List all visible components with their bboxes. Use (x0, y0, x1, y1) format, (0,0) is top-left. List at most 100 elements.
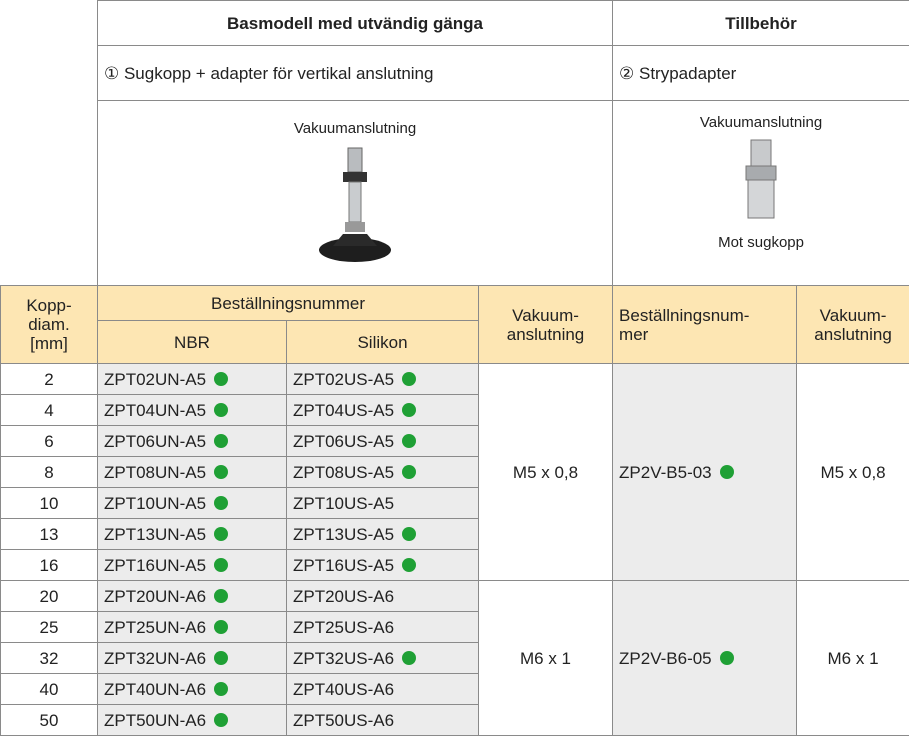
accessory-image-cell: Vakuumanslutning Mot sugkopp (613, 101, 909, 286)
stock-dot (402, 434, 416, 448)
stock-dot (214, 558, 228, 572)
diameter-cell-text: 8 (44, 463, 53, 482)
silicone-cell-text: ZPT10US-A5 (293, 494, 394, 513)
accessory-cell: ZP2V-B6-05 (613, 581, 797, 736)
diameter-cell-text: 32 (40, 649, 59, 668)
stock-dot (720, 651, 734, 665)
stock-dot (214, 682, 228, 696)
stock-dot (402, 527, 416, 541)
silicone-cell: ZPT16US-A5 (287, 550, 479, 581)
stock-dot (214, 620, 228, 634)
diameter-cell-text: 6 (44, 432, 53, 451)
silicone-cell-text: ZPT50US-A6 (293, 711, 394, 730)
model-image-cell: Vakuumanslutning (98, 101, 613, 286)
diameter-cell: 6 (1, 426, 98, 457)
accessory-vacuum-cell-text: M5 x 0,8 (820, 463, 885, 482)
accessory-vacuum-header: Vakuum- anslutning (797, 286, 909, 364)
nbr-cell-text: ZPT13UN-A5 (104, 525, 206, 544)
diameter-cell-text: 2 (44, 370, 53, 389)
nbr-cell: ZPT20UN-A6 (98, 581, 287, 612)
silicone-cell-text: ZPT16US-A5 (293, 556, 394, 575)
nbr-cell-text: ZPT32UN-A6 (104, 649, 206, 668)
vacuum-cell: M6 x 1 (479, 581, 613, 736)
accessory-desc: ② Strypadapter (613, 46, 909, 101)
diameter-header: Kopp- diam. [mm] (1, 286, 98, 364)
silicone-cell: ZPT32US-A6 (287, 643, 479, 674)
nbr-cell: ZPT16UN-A5 (98, 550, 287, 581)
vacuum-cell-text: M6 x 1 (520, 649, 571, 668)
nbr-cell: ZPT40UN-A6 (98, 674, 287, 705)
stock-dot (214, 651, 228, 665)
diameter-cell-text: 50 (40, 711, 59, 730)
stock-dot (402, 651, 416, 665)
accessory-vacuum-cell: M6 x 1 (797, 581, 909, 736)
diameter-cell: 32 (1, 643, 98, 674)
stock-dot (402, 403, 416, 417)
accessory-cell: ZP2V-B5-03 (613, 364, 797, 581)
nbr-cell: ZPT10UN-A5 (98, 488, 287, 519)
stock-dot (214, 496, 228, 510)
nbr-header: NBR (98, 321, 287, 364)
diameter-cell-text: 20 (40, 587, 59, 606)
accessory-order-header: Beställningsnum- mer (613, 286, 797, 364)
nbr-cell: ZPT50UN-A6 (98, 705, 287, 736)
nbr-cell-text: ZPT16UN-A5 (104, 556, 206, 575)
nbr-cell: ZPT04UN-A5 (98, 395, 287, 426)
silicone-cell: ZPT02US-A5 (287, 364, 479, 395)
vacuum-cell: M5 x 0,8 (479, 364, 613, 581)
silicone-cell-text: ZPT13US-A5 (293, 525, 394, 544)
nbr-cell: ZPT02UN-A5 (98, 364, 287, 395)
diameter-cell-text: 16 (40, 556, 59, 575)
silicone-cell: ZPT04US-A5 (287, 395, 479, 426)
model-desc: ① Sugkopp + adapter för vertikal anslutn… (98, 46, 613, 101)
nbr-cell-text: ZPT06UN-A5 (104, 432, 206, 451)
accessory-image-label-bottom: Mot sugkopp (619, 233, 903, 252)
diameter-cell-text: 40 (40, 680, 59, 699)
diameter-cell: 8 (1, 457, 98, 488)
stock-dot (402, 372, 416, 386)
silicone-cell: ZPT50US-A6 (287, 705, 479, 736)
silicone-cell-text: ZPT25US-A6 (293, 618, 394, 637)
accessory-cell-text: ZP2V-B5-03 (619, 463, 712, 482)
diameter-cell: 40 (1, 674, 98, 705)
stock-dot (402, 465, 416, 479)
silicone-cell: ZPT10US-A5 (287, 488, 479, 519)
silicone-header: Silikon (287, 321, 479, 364)
nbr-cell: ZPT06UN-A5 (98, 426, 287, 457)
stock-dot (214, 589, 228, 603)
nbr-cell-text: ZPT02UN-A5 (104, 370, 206, 389)
diameter-cell: 25 (1, 612, 98, 643)
diameter-cell-text: 10 (40, 494, 59, 513)
nbr-cell-text: ZPT25UN-A6 (104, 618, 206, 637)
vacuum-cell-text: M5 x 0,8 (513, 463, 578, 482)
silicone-cell-text: ZPT06US-A5 (293, 432, 394, 451)
model-title: Basmodell med utvändig gänga (98, 1, 613, 46)
silicone-cell-text: ZPT40US-A6 (293, 680, 394, 699)
silicone-cell-text: ZPT20US-A6 (293, 587, 394, 606)
diameter-cell: 2 (1, 364, 98, 395)
vacuum-header: Vakuum- anslutning (479, 286, 613, 364)
diameter-cell: 13 (1, 519, 98, 550)
nbr-cell: ZPT13UN-A5 (98, 519, 287, 550)
silicone-cell-text: ZPT32US-A6 (293, 649, 394, 668)
stock-dot (214, 403, 228, 417)
silicone-cell-text: ZPT04US-A5 (293, 401, 394, 420)
nbr-cell-text: ZPT50UN-A6 (104, 711, 206, 730)
diameter-cell: 50 (1, 705, 98, 736)
silicone-cell: ZPT40US-A6 (287, 674, 479, 705)
accessory-vacuum-cell: M5 x 0,8 (797, 364, 909, 581)
silicone-cell: ZPT08US-A5 (287, 457, 479, 488)
stock-dot (214, 713, 228, 727)
nbr-cell-text: ZPT40UN-A6 (104, 680, 206, 699)
suction-cup-image (315, 146, 395, 266)
stock-dot (402, 558, 416, 572)
diameter-cell-text: 4 (44, 401, 53, 420)
stock-dot (214, 527, 228, 541)
nbr-cell: ZPT32UN-A6 (98, 643, 287, 674)
nbr-cell-text: ZPT20UN-A6 (104, 587, 206, 606)
diameter-cell: 4 (1, 395, 98, 426)
diameter-cell: 10 (1, 488, 98, 519)
